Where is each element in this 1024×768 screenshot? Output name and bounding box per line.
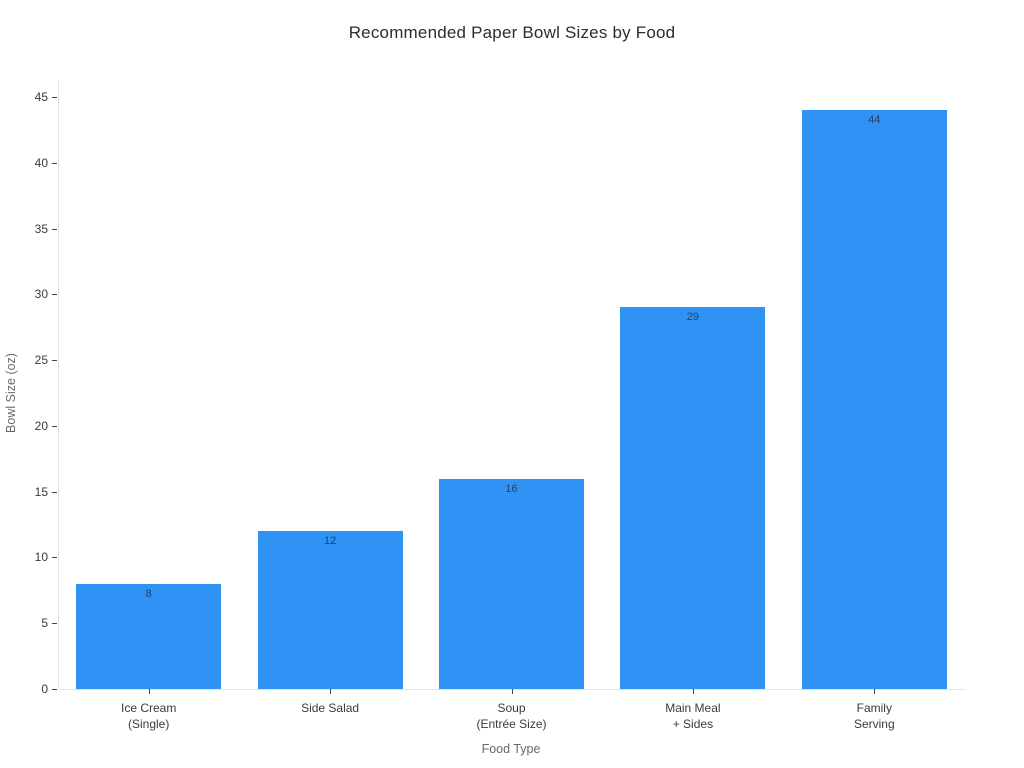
bar[interactable]: 16 (438, 478, 585, 689)
y-tick-label: 20 (34, 418, 48, 433)
x-tick-mark (148, 689, 150, 694)
y-tick-mark (52, 162, 57, 164)
y-tick-mark (52, 97, 57, 98)
y-tick-label: 45 (34, 90, 48, 104)
bar-value-label: 44 (868, 114, 881, 127)
y-tick-mark (52, 360, 57, 362)
x-tick-mark (692, 689, 694, 694)
y-tick-label: 30 (34, 287, 48, 302)
x-tick-mark (874, 689, 876, 694)
bar-value-label: 8 (145, 587, 152, 600)
x-tick-label: Main Meal + Sides (665, 701, 721, 731)
y-tick-mark (52, 689, 57, 690)
y-tick-label: 25 (34, 353, 48, 368)
y-tick-label: 40 (34, 155, 48, 170)
bar[interactable]: 12 (257, 531, 403, 689)
bar-value-label: 12 (323, 535, 337, 548)
bar[interactable]: 44 (801, 110, 947, 689)
y-tick-mark (52, 228, 57, 230)
y-tick-mark (52, 491, 57, 493)
y-tick-mark (52, 623, 57, 625)
y-tick-label: 10 (34, 550, 48, 565)
x-tick-label: Ice Cream (Single) (121, 701, 177, 731)
y-axis-line (58, 80, 59, 689)
x-tick-label: Soup (Entrée Size) (476, 701, 547, 731)
y-tick-label: 35 (34, 221, 48, 236)
bar-value-label: 29 (686, 311, 699, 324)
bar[interactable]: 8 (76, 583, 222, 689)
y-tick-label: 0 (41, 682, 48, 696)
y-tick-label: 15 (34, 484, 48, 499)
y-tick-mark (52, 425, 57, 427)
x-tick-label: Side Salad (301, 701, 360, 715)
y-tick-mark (52, 294, 57, 296)
x-tick-mark (330, 689, 332, 694)
chart-title: Recommended Paper Bowl Sizes by Food (348, 23, 676, 42)
y-tick-label: 5 (41, 616, 48, 631)
x-axis-title: Food Type (481, 742, 541, 756)
x-tick-label: Family Serving (853, 701, 895, 731)
bar[interactable]: 29 (620, 307, 766, 689)
bar-value-label: 16 (505, 482, 518, 495)
y-tick-mark (52, 557, 57, 559)
x-tick-mark (511, 689, 513, 694)
